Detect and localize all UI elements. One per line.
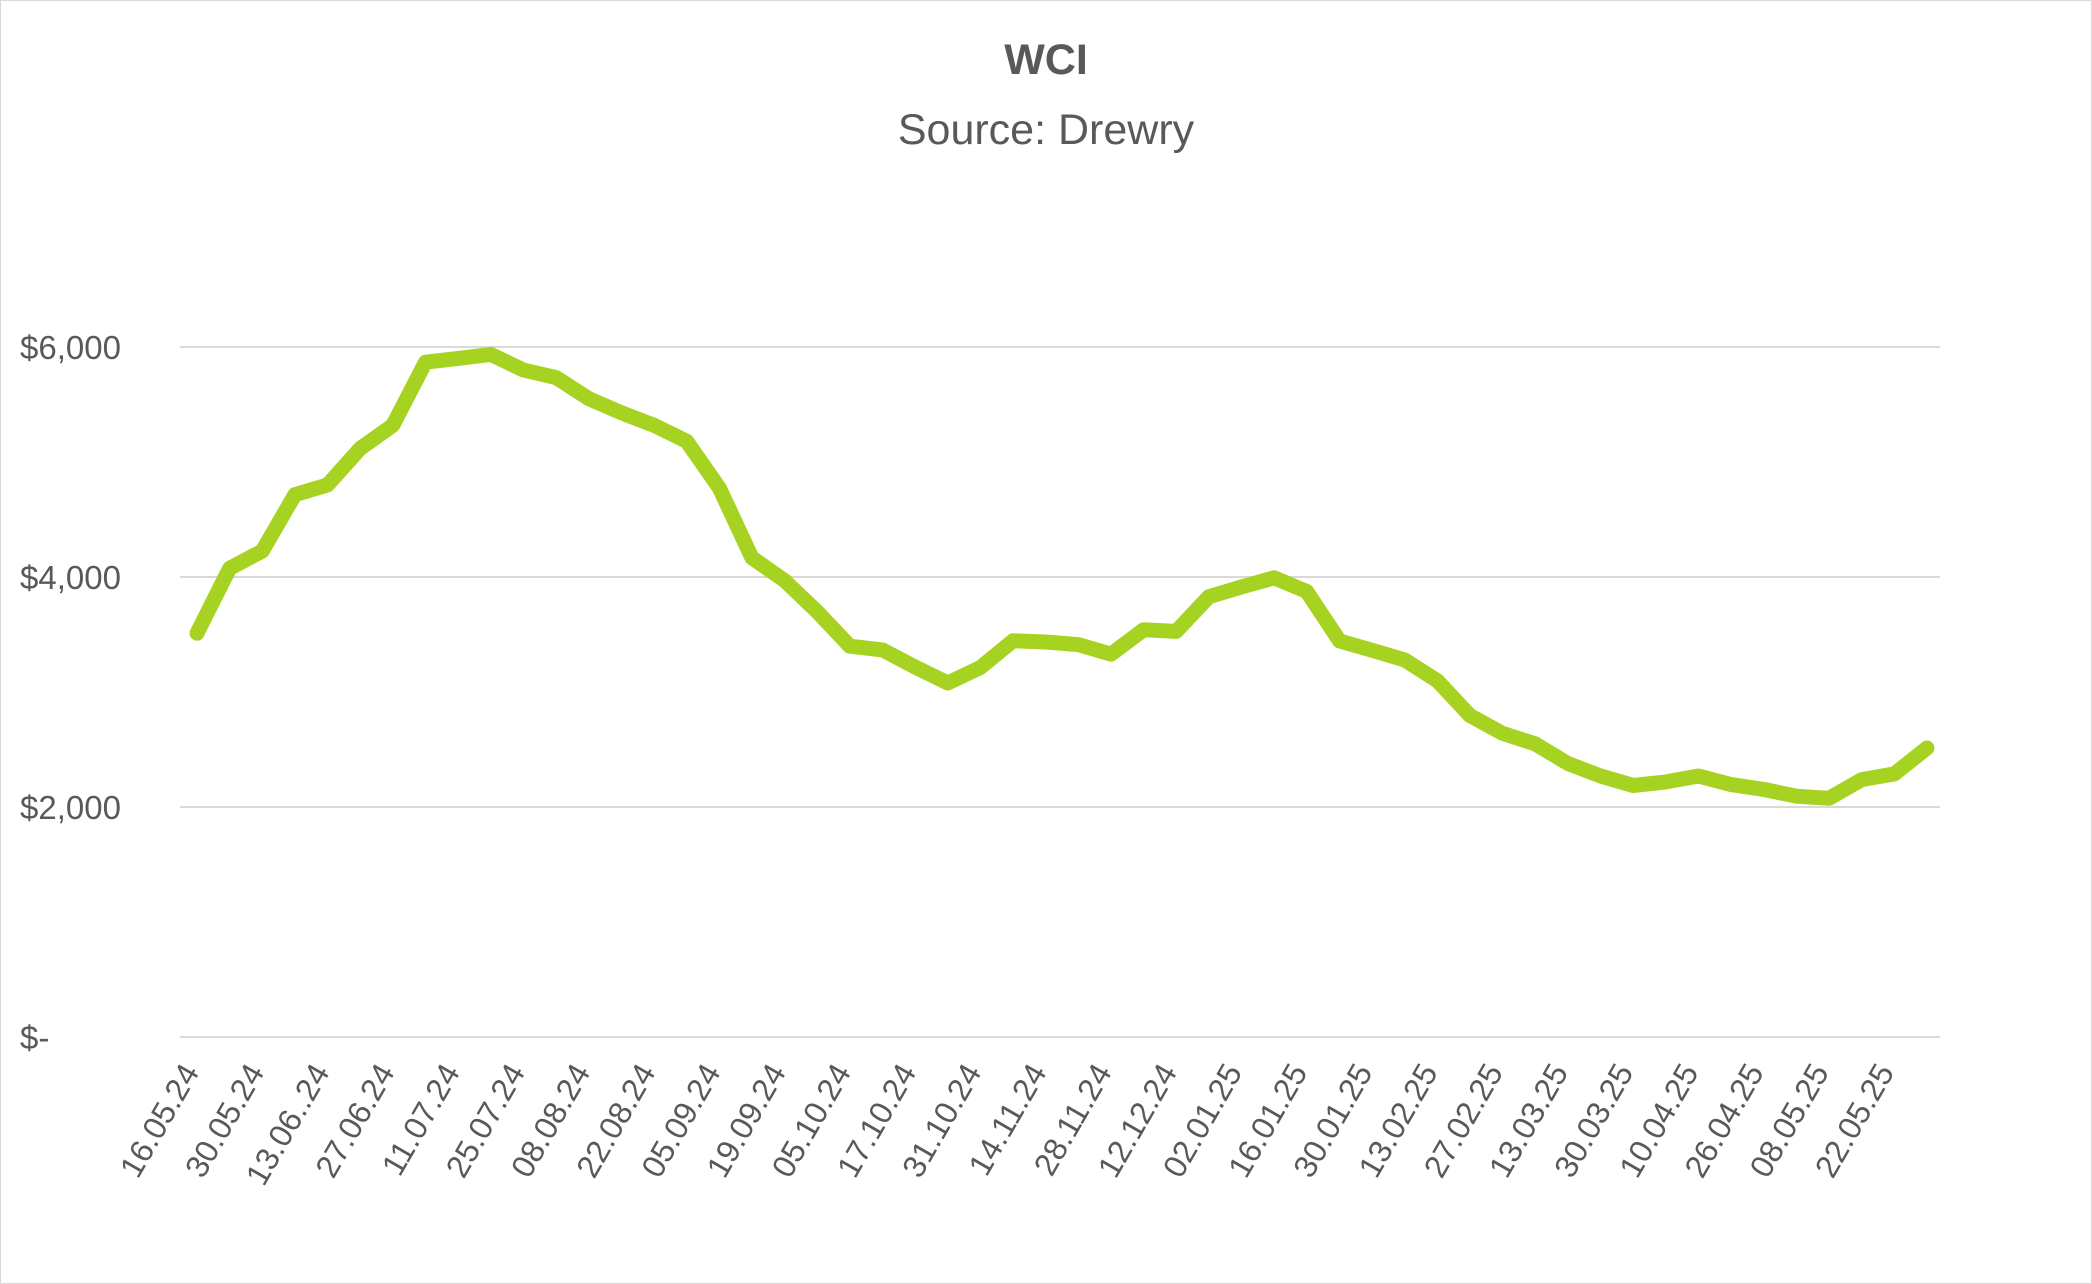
y-tick-label: $4,000 [20, 559, 121, 596]
data-point [455, 355, 462, 362]
y-axis-ticks: $- $2,000 $4,000 $6,000 [20, 329, 121, 1056]
data-point [1858, 776, 1865, 783]
data-point [553, 374, 560, 381]
data-point [357, 445, 364, 452]
data-point [226, 565, 233, 572]
data-point [1695, 773, 1702, 779]
data-point [1924, 745, 1930, 751]
data-point [618, 409, 625, 416]
gridlines [180, 346, 1940, 1038]
y-tick-label: $2,000 [20, 789, 121, 826]
data-point [422, 359, 429, 366]
data-point [716, 484, 723, 491]
data-point [487, 351, 494, 358]
data-point [977, 664, 984, 671]
data-point [683, 438, 690, 445]
data-point [1108, 651, 1114, 658]
y-tick-label: $6,000 [20, 329, 121, 366]
data-point [1401, 656, 1408, 663]
data-point [651, 422, 657, 429]
data-point [1042, 639, 1049, 645]
data-point [1271, 574, 1278, 581]
data-point [585, 395, 592, 402]
data-point [1826, 795, 1833, 802]
data-point [748, 554, 755, 561]
data-point [912, 664, 919, 670]
data-point [1010, 637, 1016, 644]
chart-subtitle: Source: Drewry [897, 106, 1195, 154]
series-layer [189, 346, 1935, 806]
data-point [1303, 588, 1310, 595]
data-point [1597, 773, 1604, 779]
data-point [1728, 781, 1735, 788]
data-point [944, 680, 951, 686]
data-point [1140, 626, 1147, 633]
data-point [1760, 786, 1767, 793]
data-point [846, 643, 853, 650]
data-point [1205, 593, 1212, 600]
data-point [1467, 712, 1473, 719]
data-point [879, 646, 886, 653]
data-point [1336, 637, 1343, 644]
data-point [259, 548, 266, 554]
chart-title: WCI [1004, 36, 1088, 84]
data-point [1662, 778, 1669, 785]
y-tick-label: $- [20, 1019, 49, 1056]
data-point [1630, 782, 1637, 789]
data-point [194, 630, 200, 637]
data-point [1891, 770, 1898, 777]
data-point [1564, 760, 1571, 767]
data-point [1173, 628, 1180, 635]
data-point [1238, 583, 1245, 590]
data-point [781, 577, 788, 584]
x-axis-ticks: 16.05.2430.05.2413.06..2427.06.2411.07.2… [113, 1058, 1901, 1192]
data-point [1532, 740, 1539, 747]
data-point [1793, 793, 1800, 800]
data-point [1499, 730, 1506, 737]
data-point [1369, 647, 1376, 654]
data-point [291, 491, 298, 498]
series-line-0 [189, 346, 1935, 806]
data-point [520, 367, 527, 373]
data-point [324, 481, 331, 488]
data-point [389, 422, 396, 429]
data-point [1434, 677, 1441, 684]
data-point [1075, 641, 1082, 648]
data-point [814, 608, 821, 615]
